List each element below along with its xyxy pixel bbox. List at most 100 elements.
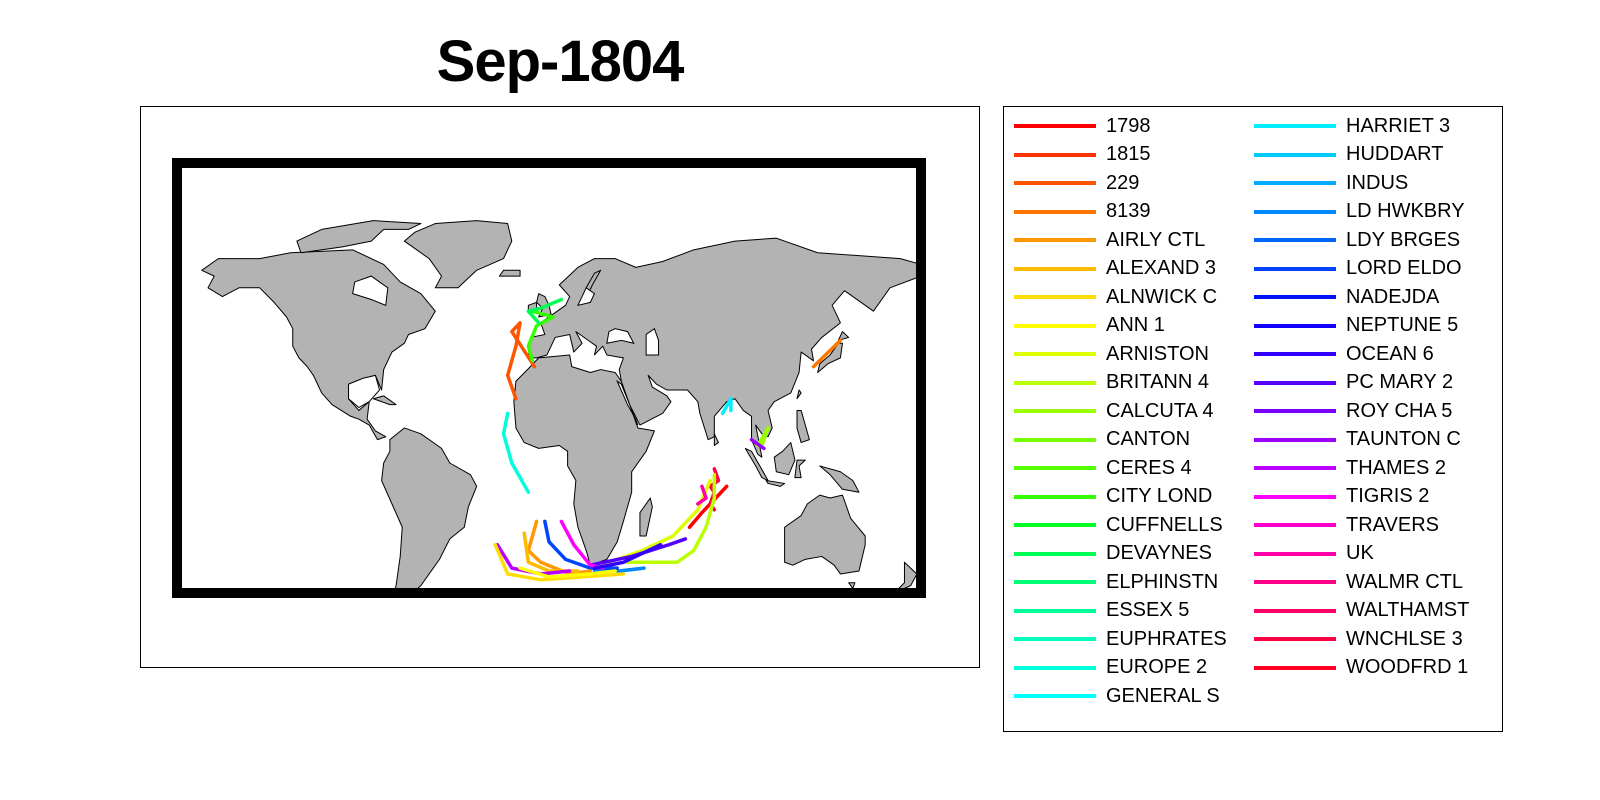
legend-label: WNCHLSE 3 — [1346, 627, 1463, 650]
legend-item: ANN 1 — [1014, 314, 1165, 336]
legend-label: ELPHINSTN — [1106, 570, 1219, 593]
legend-item: CITY LOND — [1014, 485, 1212, 507]
legend-swatch — [1014, 124, 1096, 128]
legend-swatch — [1014, 181, 1096, 185]
legend-item: LORD ELDO — [1254, 257, 1462, 279]
legend-label: BRITANN 4 — [1106, 371, 1209, 393]
legend-label: THAMES 2 — [1346, 456, 1447, 479]
legend-swatch — [1014, 580, 1096, 584]
landmass-sulawesi — [794, 459, 806, 479]
legend-swatch — [1254, 266, 1336, 271]
legend-item: HUDDART — [1254, 143, 1444, 165]
legend-swatch — [1014, 266, 1096, 271]
legend-item: EUROPE 2 — [1014, 656, 1207, 678]
landmass-taiwan — [796, 389, 802, 400]
legend-swatch — [1014, 694, 1096, 698]
legend-swatch — [1254, 665, 1336, 670]
continents — [176, 220, 922, 594]
water-baltic-sea — [577, 287, 596, 307]
legend-swatch — [1014, 409, 1096, 413]
legend-label: AIRLY CTL — [1106, 228, 1206, 251]
legend-item: ALNWICK C — [1014, 285, 1218, 308]
legend-label: OCEAN 6 — [1346, 342, 1434, 365]
legend-swatch — [1014, 494, 1096, 499]
ship-track — [526, 297, 564, 325]
legend-label: DEVAYNES — [1106, 542, 1212, 564]
legend-swatch — [1014, 209, 1096, 214]
legend-label: NADEJDA — [1346, 285, 1440, 308]
legend-item: ALEXAND 3 — [1014, 257, 1216, 279]
ship-track — [501, 411, 531, 494]
legend-item: DEVAYNES — [1014, 542, 1212, 564]
legend-swatch — [1254, 580, 1336, 584]
legend-item: WOODFRD 1 — [1254, 656, 1468, 678]
legend-swatch — [1014, 665, 1096, 670]
legend-swatch — [1254, 323, 1336, 328]
legend-label: NEPTUNE 5 — [1346, 314, 1459, 336]
legend-swatch — [1014, 437, 1096, 442]
landmass-greenland — [403, 220, 513, 289]
legend-item: 1815 — [1014, 143, 1151, 165]
map-frame — [172, 158, 926, 598]
ship-track — [749, 437, 766, 451]
landmass-borneo — [773, 442, 796, 476]
landmass-hokkaido — [837, 331, 850, 341]
legend-label: HUDDART — [1346, 143, 1444, 165]
legend-label: ARNISTON — [1106, 342, 1209, 365]
legend-item: UK — [1254, 542, 1374, 564]
legend-item: WALTHAMST — [1254, 599, 1470, 621]
legend-label: CALCUTA 4 — [1106, 399, 1214, 422]
legend-label: PC MARY 2 — [1346, 371, 1454, 393]
landmass-iceland — [498, 269, 521, 277]
legend-swatch — [1014, 637, 1096, 641]
legend-swatch — [1254, 494, 1336, 499]
legend-item: ESSEX 5 — [1014, 599, 1190, 621]
legend-label: ALNWICK C — [1106, 285, 1218, 308]
legend-label: HARRIET 3 — [1346, 114, 1451, 137]
landmass-sri-lanka — [713, 433, 719, 446]
legend-item: THAMES 2 — [1254, 456, 1447, 479]
legend-label: 229 — [1106, 171, 1140, 194]
legend-swatch — [1254, 437, 1336, 442]
landmass-cuba — [372, 395, 397, 406]
legend-item: NADEJDA — [1254, 285, 1440, 308]
landmass-new-guinea — [819, 465, 860, 493]
legend-item: 8139 — [1014, 200, 1151, 222]
landmass-japan — [817, 342, 843, 373]
legend-item: EUPHRATES — [1014, 628, 1227, 650]
ship-track — [505, 321, 537, 401]
legend-label: 8139 — [1106, 200, 1151, 222]
legend-label: 1815 — [1106, 143, 1151, 165]
ship-track — [625, 472, 717, 565]
legend-label: TIGRIS 2 — [1346, 485, 1430, 507]
legend-label: CERES 4 — [1106, 456, 1192, 479]
legend-swatch — [1254, 152, 1336, 157]
legend-label: ROY CHA 5 — [1346, 399, 1453, 422]
legend-swatch — [1254, 295, 1336, 299]
legend-swatch — [1254, 523, 1336, 527]
legend-swatch — [1254, 608, 1336, 613]
legend-label: INDUS — [1346, 171, 1409, 194]
legend-label: WALTHAMST — [1346, 599, 1470, 621]
legend-item: CANTON — [1014, 428, 1190, 450]
legend-item: NEPTUNE 5 — [1254, 314, 1459, 336]
legend-label: ESSEX 5 — [1106, 599, 1190, 621]
legend-swatch — [1254, 551, 1336, 556]
legend-swatch — [1014, 608, 1096, 613]
legend-item: OCEAN 6 — [1254, 342, 1434, 365]
ship-track — [811, 338, 843, 369]
legend-item: LD HWKBRY — [1254, 200, 1465, 222]
legend: 1798 1815 229 8139 AIRLY CTL ALEXAND 3 ALNWICK… — [1003, 106, 1503, 732]
legend-swatch — [1254, 181, 1336, 185]
legend-item: PC MARY 2 — [1254, 371, 1454, 393]
legend-item: TIGRIS 2 — [1254, 485, 1430, 507]
legend-item: AIRLY CTL — [1014, 228, 1206, 251]
legend-swatch — [1014, 380, 1096, 385]
legend-label: TRAVERS — [1346, 513, 1439, 536]
legend-item: ARNISTON — [1014, 342, 1209, 365]
legend-item: WNCHLSE 3 — [1254, 627, 1463, 650]
legend-swatch — [1254, 209, 1336, 214]
legend-label: LDY BRGES — [1346, 228, 1461, 251]
legend-item: BRITANN 4 — [1014, 371, 1209, 393]
legend-item: CERES 4 — [1014, 456, 1192, 479]
